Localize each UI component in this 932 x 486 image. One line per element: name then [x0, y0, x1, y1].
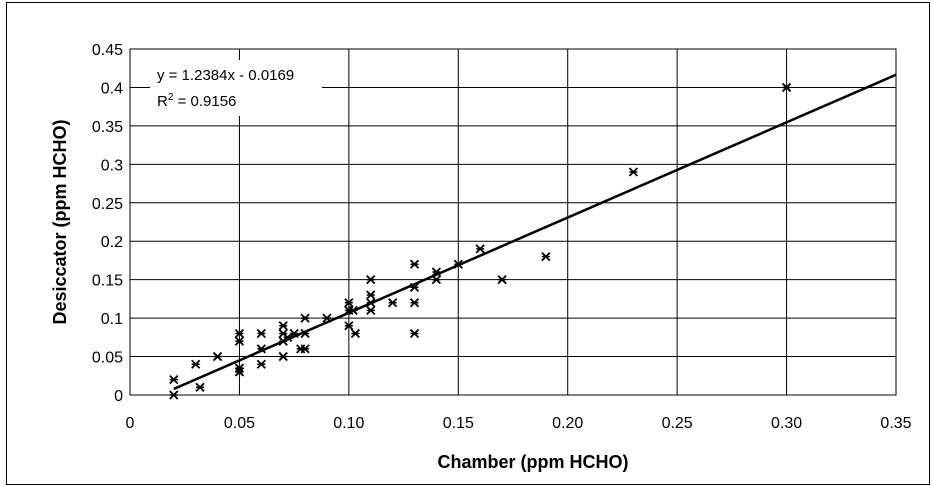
x-tick-label: 0.15: [443, 415, 474, 432]
data-point: [278, 351, 288, 362]
data-point: [289, 328, 299, 339]
data-point: [234, 363, 245, 373]
data-point: [256, 344, 266, 354]
data-points: [169, 82, 792, 400]
data-point: [366, 298, 376, 308]
data-point: [169, 390, 179, 400]
data-point: [212, 351, 223, 362]
y-axis-title: Desiccator (ppm HCHO): [50, 119, 70, 324]
x-tick-label: 0: [126, 415, 135, 432]
data-point: [169, 374, 179, 385]
data-point: [344, 321, 354, 331]
data-point: [256, 328, 266, 339]
trendline-group: [173, 73, 897, 391]
data-point: [300, 313, 310, 323]
y-tick-label: 0.4: [101, 80, 123, 97]
data-point: [475, 244, 485, 254]
data-point: [781, 82, 792, 93]
y-tick-label: 0.35: [92, 119, 123, 136]
data-point: [431, 267, 442, 277]
y-tick-label: 0.15: [92, 273, 123, 290]
x-axis-title: Chamber (ppm HCHO): [437, 452, 628, 472]
data-point: [256, 359, 266, 369]
x-tick-label: 0.10: [333, 415, 364, 432]
x-tick-label: 0.20: [552, 415, 583, 432]
y-tick-label: 0.1: [101, 311, 123, 328]
x-tick-label: 0.05: [224, 415, 255, 432]
y-tick-label: 0.2: [101, 234, 123, 251]
x-tick-label: 0.25: [662, 415, 693, 432]
data-point: [300, 328, 310, 339]
data-point: [344, 298, 354, 308]
x-tick-label: 0.30: [771, 415, 802, 432]
r-squared-label: R2 = 0.9156: [157, 92, 236, 110]
data-point: [350, 328, 361, 339]
data-point: [195, 382, 205, 392]
x-tick-label: 0.35: [880, 415, 911, 432]
data-point: [497, 275, 507, 285]
data-point: [234, 336, 245, 346]
r-squared-value: = 0.9156: [173, 93, 236, 110]
y-tick-label: 0.25: [92, 196, 123, 213]
y-tick-label: 0.45: [92, 42, 123, 59]
data-point: [453, 259, 463, 269]
data-point: [409, 259, 420, 269]
y-tick-label: 0.05: [92, 350, 123, 367]
data-point: [431, 275, 442, 285]
r-squared-superscript: 2: [168, 92, 174, 103]
tick-labels: 0 0.05 0.1 0.15 0.2 0.25 0.3 0.35 0.4 0.45 0 0.05 0.…: [92, 42, 912, 432]
trendline: [173, 73, 897, 391]
data-point: [409, 328, 420, 339]
data-point: [366, 305, 376, 316]
data-point: [628, 167, 639, 177]
y-tick-label: 0: [114, 388, 123, 405]
data-point: [322, 313, 332, 323]
data-point: [409, 282, 420, 292]
data-point: [366, 275, 376, 285]
trendline-annotation: y = 1.2384x - 0.0169 R2 = 0.9156: [150, 60, 322, 116]
data-point: [366, 290, 376, 300]
trendline-equation: y = 1.2384x - 0.0169: [157, 67, 294, 84]
data-point: [348, 305, 358, 316]
data-point: [191, 359, 201, 369]
r-squared-prefix: R: [157, 93, 168, 110]
y-tick-label: 0.3: [101, 157, 123, 174]
data-point: [409, 298, 420, 308]
data-point: [234, 328, 245, 339]
data-point: [300, 344, 310, 354]
data-point: [278, 321, 288, 331]
data-point: [387, 298, 398, 308]
data-point: [541, 251, 551, 262]
annotation-box: [150, 60, 322, 116]
plot-area-border: [129, 48, 897, 396]
